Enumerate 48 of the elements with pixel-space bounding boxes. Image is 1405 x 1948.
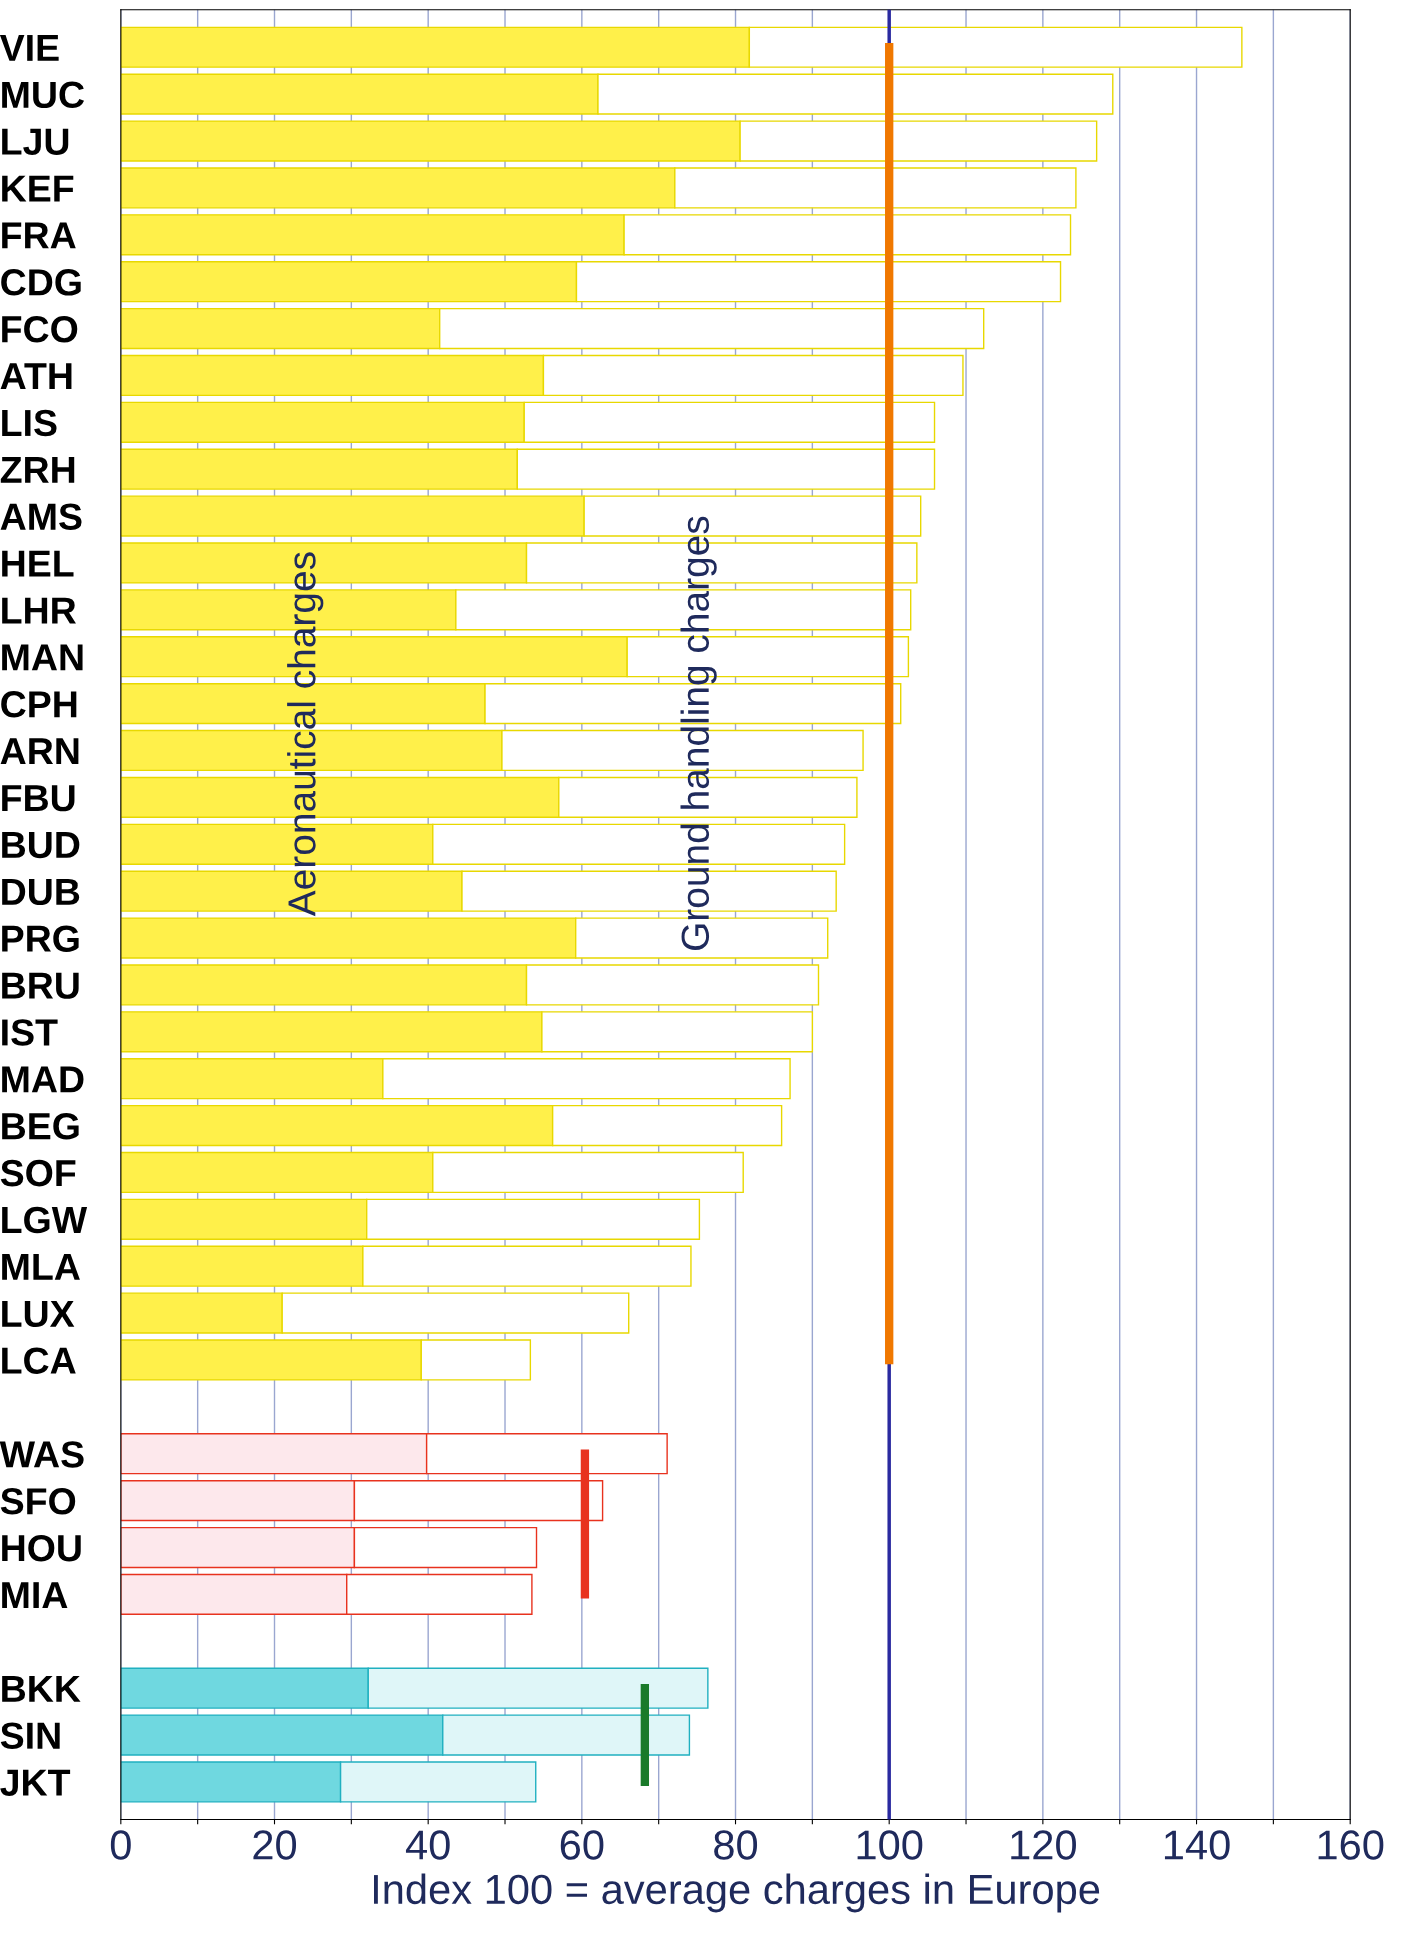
y-tick-label: MUC [2, 81, 85, 109]
y-tick-label: VIE [0, 35, 59, 61]
y-tick-label: HOU [2, 1534, 81, 1562]
y-tick-label: ARN [0, 738, 79, 765]
y-tick-label: BEG [2, 1112, 79, 1140]
y-tick-label: IST [2, 1019, 58, 1046]
y-tick-label: FBU [2, 785, 75, 812]
y-tick-label: PRG [2, 925, 79, 952]
y-tick-label: LGW [2, 1206, 88, 1234]
x-tick-label: 100 [857, 1830, 923, 1860]
y-tick-label: LHR [2, 597, 76, 624]
y-tick-label: BRU [2, 972, 79, 999]
series-label: Ground handling charges [680, 516, 717, 950]
y-tick-label: SOF [0, 1159, 76, 1187]
y-tick-label: SIN [0, 1722, 60, 1749]
y-tick-label: KEF [2, 175, 74, 202]
y-tick-label: AMS [0, 503, 82, 531]
y-tick-label: LIS [2, 409, 57, 437]
y-tick-label: MAN [2, 644, 83, 671]
y-tick-label: CDG [1, 269, 81, 296]
y-tick-label: MIA [2, 1582, 68, 1608]
y-tick-label: BUD [2, 832, 80, 859]
y-tick-label: ATH [0, 363, 72, 390]
x-tick-label: 160 [1318, 1830, 1384, 1860]
x-tick-label: 80 [714, 1830, 758, 1860]
y-tick-label: MAD [2, 1066, 84, 1093]
x-axis-title: Index 100 = average charges in Europe [373, 1873, 1100, 1913]
series-label: Aeronautical charges [287, 552, 324, 917]
y-tick-label: WAS [0, 1441, 84, 1468]
x-tick-label: 40 [405, 1830, 450, 1860]
y-tick-label: LCA [2, 1347, 76, 1374]
y-tick-label: FCO [2, 315, 78, 343]
y-tick-label: JKT [0, 1769, 71, 1796]
y-tick-label: LUX [2, 1300, 75, 1328]
x-tick-label: 140 [1164, 1830, 1230, 1860]
y-tick-label: SFO [0, 1488, 76, 1515]
y-tick-label: DUB [2, 878, 80, 906]
y-tick-label: ZRH [0, 456, 75, 483]
y-tick-label: FRA [2, 222, 76, 249]
x-tick-label: 20 [253, 1830, 297, 1860]
y-tick-label: LJU [2, 128, 69, 155]
y-tick-label: CPH [1, 691, 77, 718]
y-tick-label: BKK [2, 1675, 81, 1702]
y-tick-label: MLA [2, 1254, 80, 1280]
y-tick-label: HEL [2, 550, 74, 577]
x-tick-label: 0 [110, 1830, 131, 1860]
x-tick-label: 120 [1011, 1830, 1076, 1860]
x-tick-label: 60 [560, 1830, 604, 1860]
